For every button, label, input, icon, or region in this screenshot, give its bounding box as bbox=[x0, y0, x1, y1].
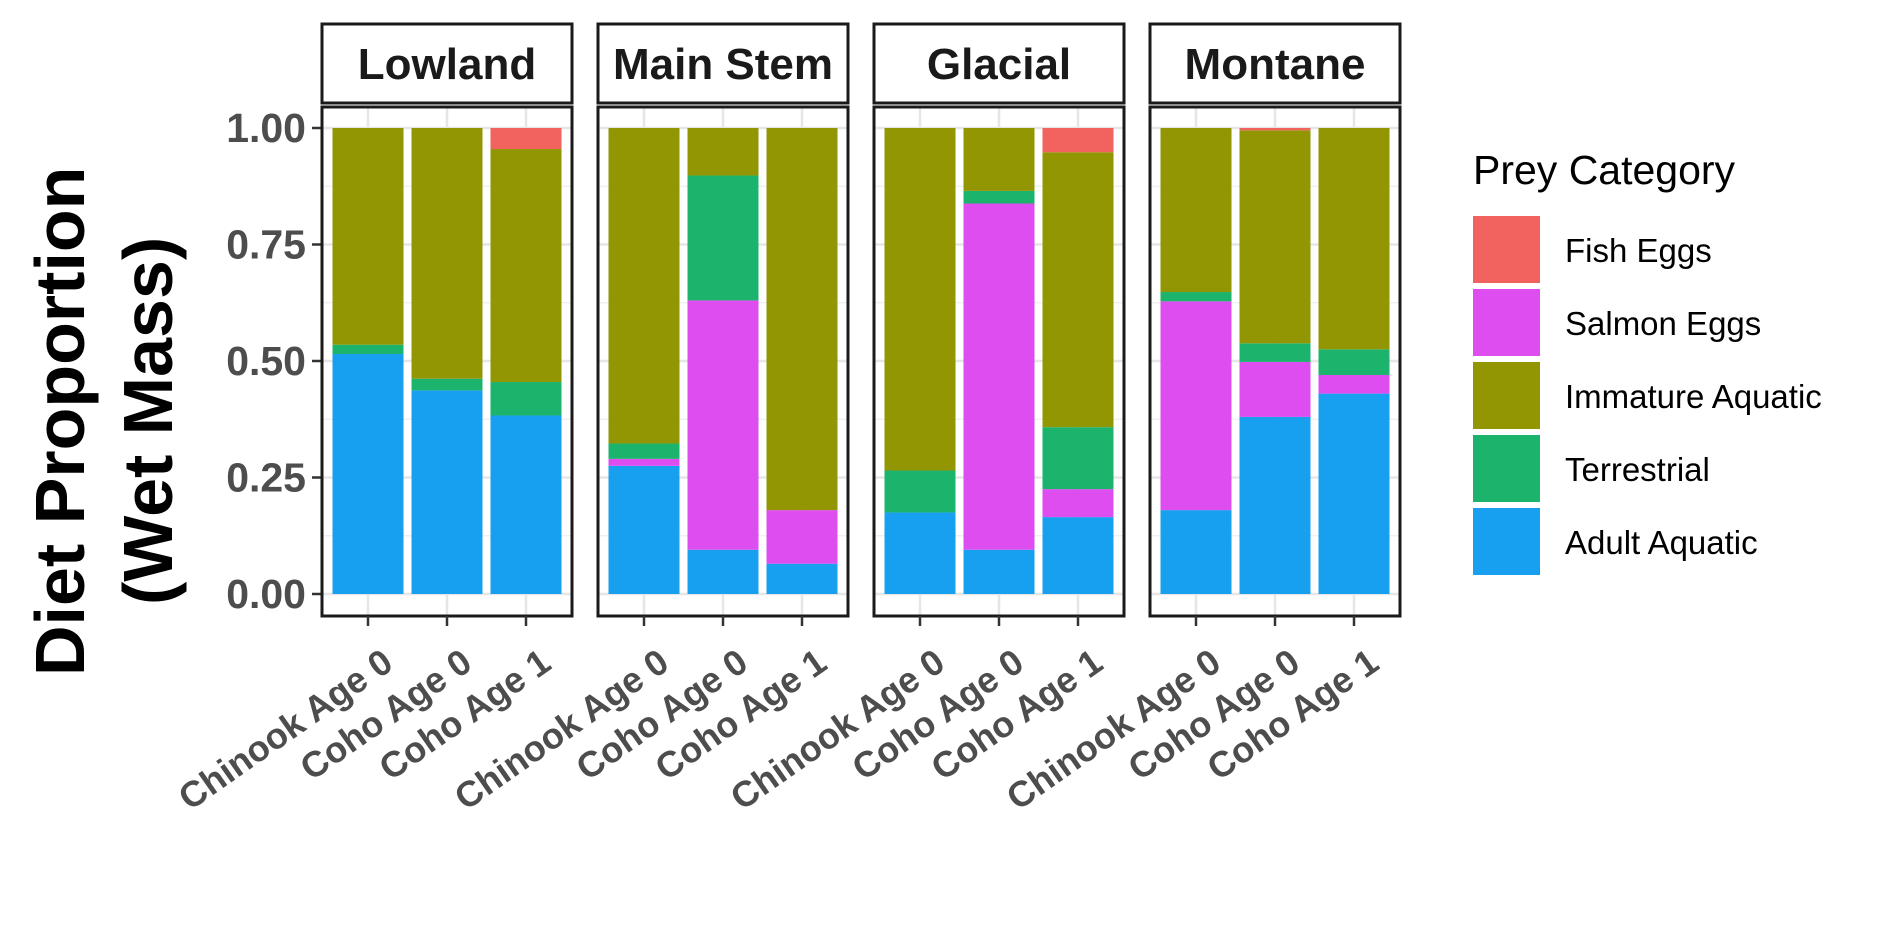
facet-strip bbox=[320, 22, 574, 105]
legend-swatch bbox=[1473, 435, 1540, 502]
bar-segment bbox=[963, 203, 1035, 550]
bar-segment bbox=[884, 470, 956, 513]
bar-segment bbox=[1239, 416, 1311, 594]
bar-segment bbox=[1042, 128, 1114, 153]
facet-label: Lowland bbox=[358, 40, 536, 89]
bar-segment bbox=[1160, 510, 1232, 594]
bar-segment bbox=[963, 549, 1035, 594]
y-tick-label: 0.25 bbox=[226, 455, 306, 501]
facet-strip bbox=[1148, 22, 1402, 105]
y-tick-label: 0.00 bbox=[226, 571, 306, 617]
bar-segment bbox=[1042, 427, 1114, 490]
bar-segment bbox=[1239, 130, 1311, 344]
bar-segment bbox=[1160, 301, 1232, 511]
legend-item-label: Adult Aquatic bbox=[1565, 524, 1758, 561]
y-tick-label: 1.00 bbox=[226, 105, 306, 151]
bar-segment bbox=[963, 190, 1035, 204]
legend-item-label: Immature Aquatic bbox=[1565, 378, 1822, 415]
bar-segment bbox=[687, 549, 759, 594]
bar-segment bbox=[884, 128, 956, 471]
bar-segment bbox=[687, 128, 759, 176]
bar-segment bbox=[1239, 361, 1311, 417]
bar-segment bbox=[608, 443, 680, 459]
bar-segment bbox=[490, 415, 562, 594]
bar-segment bbox=[411, 378, 483, 391]
bar-segment bbox=[766, 128, 838, 511]
bar-segment bbox=[1042, 489, 1114, 518]
bar-segment bbox=[490, 148, 562, 382]
bar-segment bbox=[766, 510, 838, 564]
bar-segment bbox=[1318, 128, 1390, 350]
legend-swatch bbox=[1473, 508, 1540, 575]
bar-segment bbox=[490, 381, 562, 416]
bar-segment bbox=[332, 354, 404, 594]
legend-item-label: Fish Eggs bbox=[1565, 232, 1712, 269]
bar-segment bbox=[1318, 349, 1390, 375]
facet-strip bbox=[596, 22, 850, 105]
bar-segment bbox=[1318, 374, 1390, 394]
bar-segment bbox=[411, 128, 483, 379]
bar-segment bbox=[1239, 343, 1311, 362]
bar-segment bbox=[608, 458, 680, 466]
bar-segment bbox=[687, 300, 759, 550]
bar-segment bbox=[963, 128, 1035, 191]
facet-label: Glacial bbox=[927, 40, 1071, 89]
legend-swatch bbox=[1473, 289, 1540, 356]
y-tick-label: 0.75 bbox=[226, 222, 306, 268]
bar-segment bbox=[1160, 128, 1232, 293]
bar-segment bbox=[332, 128, 404, 345]
facet-label: Montane bbox=[1185, 40, 1366, 89]
bar-segment bbox=[1160, 292, 1232, 302]
bar-segment bbox=[1318, 393, 1390, 594]
legend-title: Prey Category bbox=[1473, 147, 1736, 193]
bar-segment bbox=[608, 128, 680, 444]
bar-segment bbox=[766, 563, 838, 594]
legend-swatch bbox=[1473, 362, 1540, 429]
bar-segment bbox=[687, 175, 759, 301]
legend-item-label: Salmon Eggs bbox=[1565, 305, 1761, 342]
bar-segment bbox=[490, 128, 562, 149]
bar-segment bbox=[1239, 128, 1311, 131]
bar-segment bbox=[332, 344, 404, 355]
legend-swatch bbox=[1473, 216, 1540, 283]
facet-label: Main Stem bbox=[613, 40, 833, 89]
bar-segment bbox=[411, 390, 483, 594]
bar-segment bbox=[608, 465, 680, 594]
bar-segment bbox=[1042, 517, 1114, 594]
bar-segment bbox=[884, 512, 956, 594]
legend-item-label: Terrestrial bbox=[1565, 451, 1710, 488]
y-tick-label: 0.50 bbox=[226, 338, 306, 384]
bar-segment bbox=[1042, 152, 1114, 428]
facet-strip bbox=[872, 22, 1126, 105]
